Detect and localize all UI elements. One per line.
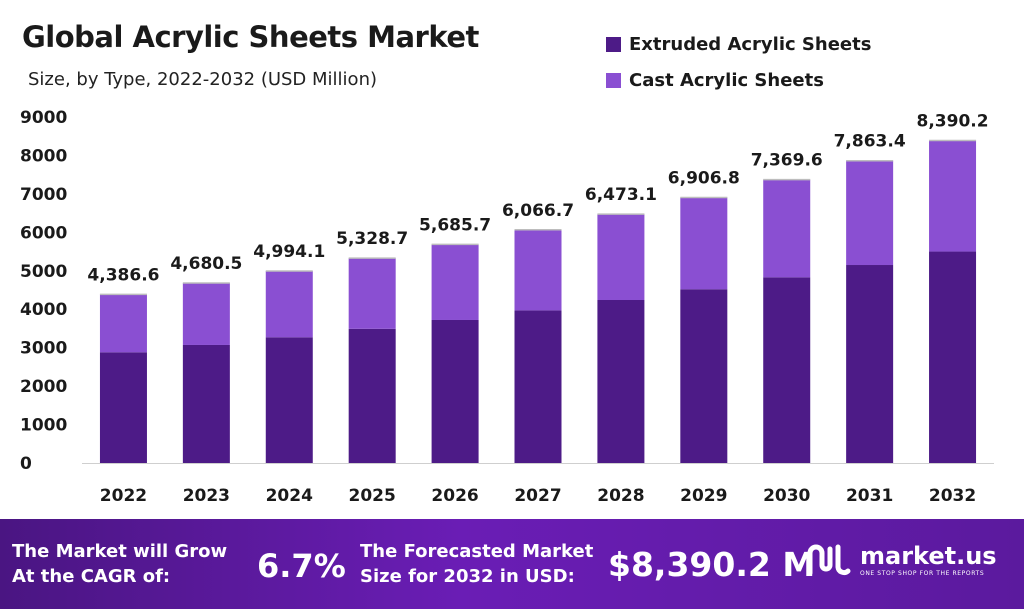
bar-extruded	[763, 277, 811, 463]
legend: Extruded Acrylic Sheets Cast Acrylic She…	[606, 26, 871, 98]
x-tick-label: 2032	[929, 486, 976, 506]
legend-swatch-extruded	[606, 36, 621, 52]
bar-extruded	[846, 265, 894, 463]
footer-banner: The Market will Grow At the CAGR of: 6.7…	[0, 519, 1024, 609]
chart-title: Global Acrylic Sheets Market	[22, 20, 479, 54]
bar-extruded	[680, 289, 728, 463]
legend-swatch-cast	[606, 72, 621, 88]
x-tick-label: 2027	[514, 486, 561, 506]
chart-subtitle: Size, by Type, 2022-2032 (USD Million)	[28, 69, 377, 90]
data-label: 8,390.2	[917, 111, 989, 131]
bar-extruded	[597, 299, 645, 463]
data-label: 5,328.7	[336, 229, 408, 249]
data-label: 4,994.1	[253, 242, 325, 262]
y-tick-label: 2000	[20, 377, 67, 397]
x-tick-label: 2031	[846, 486, 893, 506]
brand-name: market.us	[860, 542, 997, 570]
forecast-label: The Forecasted Market Size for 2032 in U…	[360, 541, 594, 587]
bar-extruded	[182, 344, 230, 463]
data-label: 4,680.5	[170, 254, 242, 274]
y-tick-label: 8000	[20, 146, 67, 166]
bar-cast	[265, 271, 313, 338]
legend-label-extruded: Extruded Acrylic Sheets	[629, 33, 872, 55]
forecast-value: $8,390.2 M	[608, 545, 816, 584]
data-label: 6,906.8	[668, 168, 740, 188]
market-us-logo-icon	[807, 544, 851, 576]
data-label: 6,473.1	[585, 185, 657, 205]
y-tick-label: 7000	[20, 185, 67, 205]
data-label: 7,863.4	[834, 132, 906, 152]
bar-cast	[597, 214, 645, 300]
y-tick-label: 3000	[20, 339, 67, 359]
y-tick-label: 0	[20, 454, 32, 474]
x-tick-label: 2030	[763, 486, 810, 506]
bar-extruded	[431, 319, 479, 463]
cagr-value: 6.7%	[257, 547, 346, 585]
bar-cast	[680, 197, 728, 290]
bar-cast	[846, 160, 894, 266]
x-tick-label: 2029	[680, 486, 727, 506]
legend-label-cast: Cast Acrylic Sheets	[629, 69, 824, 91]
x-tick-label: 2026	[431, 486, 478, 506]
stacked-bar-chart: 0 1000 2000 3000 4000 5000 6000 7000 8000 9000 4,3…	[20, 108, 994, 506]
y-tick-label: 4000	[20, 300, 67, 320]
data-label: 7,369.6	[751, 151, 823, 171]
bar-cast	[182, 283, 230, 345]
brand-tagline: ONE STOP SHOP FOR THE REPORTS	[860, 570, 985, 577]
bar-cast	[763, 179, 811, 278]
y-tick-label: 5000	[20, 262, 67, 282]
bar-cast	[99, 294, 147, 353]
bar-extruded	[348, 328, 396, 463]
bar-extruded	[265, 337, 313, 463]
legend-item-extruded: Extruded Acrylic Sheets	[606, 26, 871, 62]
cagr-label: The Market will Grow At the CAGR of:	[12, 541, 228, 587]
bar-extruded	[929, 251, 977, 463]
bar-cast	[514, 229, 562, 311]
y-tick-label: 6000	[20, 223, 67, 243]
x-tick-label: 2025	[349, 486, 396, 506]
bar-extruded	[514, 310, 562, 463]
x-tick-label: 2028	[597, 486, 644, 506]
x-tick-label: 2022	[100, 486, 147, 506]
y-tick-label: 1000	[20, 416, 67, 436]
bar-extruded	[99, 352, 147, 463]
data-label: 4,386.6	[87, 265, 159, 285]
legend-item-cast: Cast Acrylic Sheets	[606, 62, 871, 98]
x-tick-label: 2024	[266, 486, 313, 506]
data-label: 5,685.7	[419, 215, 491, 235]
bar-cast	[929, 140, 977, 252]
y-tick-label: 9000	[20, 108, 67, 128]
bar-cast	[431, 244, 479, 320]
bar-cast	[348, 258, 396, 329]
data-label: 6,066.7	[502, 201, 574, 221]
brand-logo: market.us ONE STOP SHOP FOR THE REPORTS	[806, 543, 997, 577]
x-tick-label: 2023	[183, 486, 230, 506]
